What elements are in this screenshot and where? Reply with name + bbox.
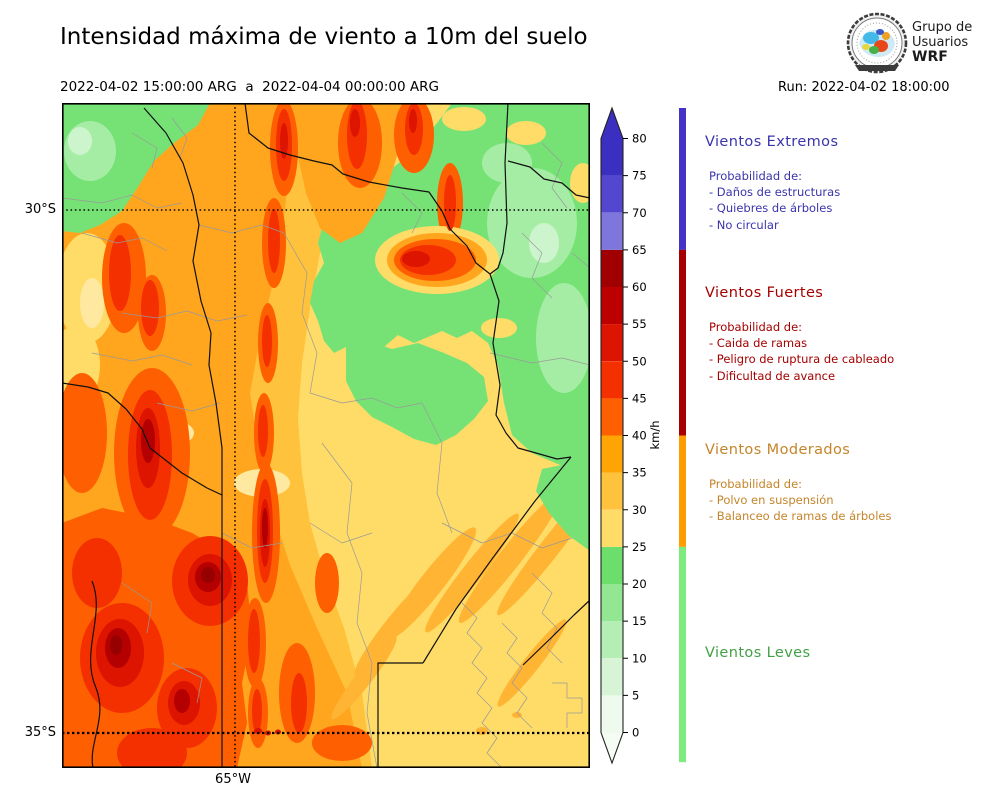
colorbar-svg: 0 5 10 15 20 25 30 35 40 45 50 55 60 65 70 75 80 km/h <box>600 106 686 765</box>
svg-text:80: 80 <box>632 132 647 146</box>
svg-text:0: 0 <box>632 726 639 740</box>
svg-text:45: 45 <box>632 391 647 405</box>
svg-text:35: 35 <box>632 466 647 480</box>
category-heading: Vientos Extremos <box>705 134 839 150</box>
run-timestamp: Run: 2022-04-02 18:00:00 <box>778 80 950 95</box>
svg-text:65: 65 <box>632 243 647 257</box>
map-svg <box>52 97 603 778</box>
date-range: 2022-04-02 15:00:00 ARG a 2022-04-04 00:… <box>60 79 439 95</box>
svg-text:15: 15 <box>632 614 647 628</box>
wrf-users-logo: Grupo de Usuarios WRF <box>845 10 995 80</box>
page-title: Intensidad máxima de viento a 10m del su… <box>60 24 588 50</box>
svg-text:10: 10 <box>632 651 647 665</box>
category-probability-list: Probabilidad de: - Daños de estructuras … <box>709 169 841 232</box>
logo-line3: WRF <box>912 49 948 65</box>
wind-intensity-map <box>52 97 603 778</box>
colorbar: 0 5 10 15 20 25 30 35 40 45 50 55 60 65 70 75 80 km/h <box>595 100 705 795</box>
lat-label-30s: 30°S <box>24 202 56 217</box>
category-probability-list: Probabilidad de: - Caida de ramas - Peli… <box>709 320 895 383</box>
svg-text:40: 40 <box>632 429 647 443</box>
svg-text:30: 30 <box>632 503 647 517</box>
logo-line1: Grupo de <box>912 20 973 35</box>
svg-text:km/h: km/h <box>648 420 662 449</box>
category-heading: Vientos Moderados <box>705 442 851 458</box>
lat-label-35s: 35°S <box>24 725 56 740</box>
svg-text:5: 5 <box>632 688 639 702</box>
svg-text:60: 60 <box>632 280 647 294</box>
category-probability-list: Probabilidad de: - Polvo en suspensión -… <box>709 477 892 524</box>
category-heading: Vientos Fuertes <box>705 285 824 301</box>
svg-text:25: 25 <box>632 540 647 554</box>
category-heading: Vientos Leves <box>705 645 811 661</box>
svg-text:20: 20 <box>632 577 647 591</box>
logo-text: Grupo de Usuarios WRF <box>912 20 972 65</box>
logo-line2: Usuarios <box>912 35 969 50</box>
svg-text:70: 70 <box>632 206 647 220</box>
svg-text:50: 50 <box>632 354 647 368</box>
logo-emblem-icon <box>846 12 908 74</box>
svg-text:75: 75 <box>632 169 647 183</box>
svg-text:55: 55 <box>632 317 647 331</box>
lon-label-65w: 65°W <box>215 772 251 787</box>
